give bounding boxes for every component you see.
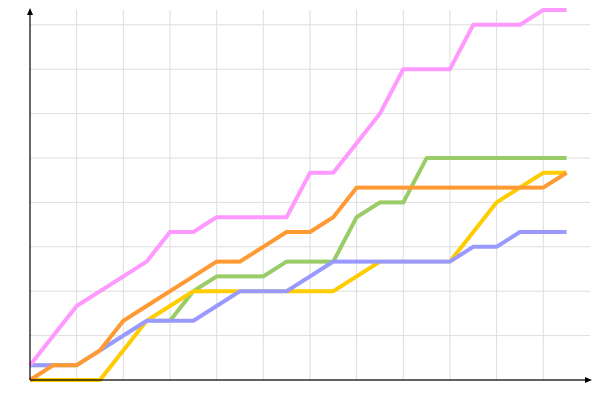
x-axis-arrow-icon bbox=[585, 377, 592, 383]
series-line-5 bbox=[28, 8, 567, 367]
series-group bbox=[28, 8, 568, 382]
y-axis-arrow-icon bbox=[27, 8, 33, 15]
series-line-2 bbox=[30, 170, 567, 382]
axes bbox=[27, 8, 592, 383]
series-line-3 bbox=[30, 230, 567, 368]
series-line-4 bbox=[28, 171, 568, 382]
